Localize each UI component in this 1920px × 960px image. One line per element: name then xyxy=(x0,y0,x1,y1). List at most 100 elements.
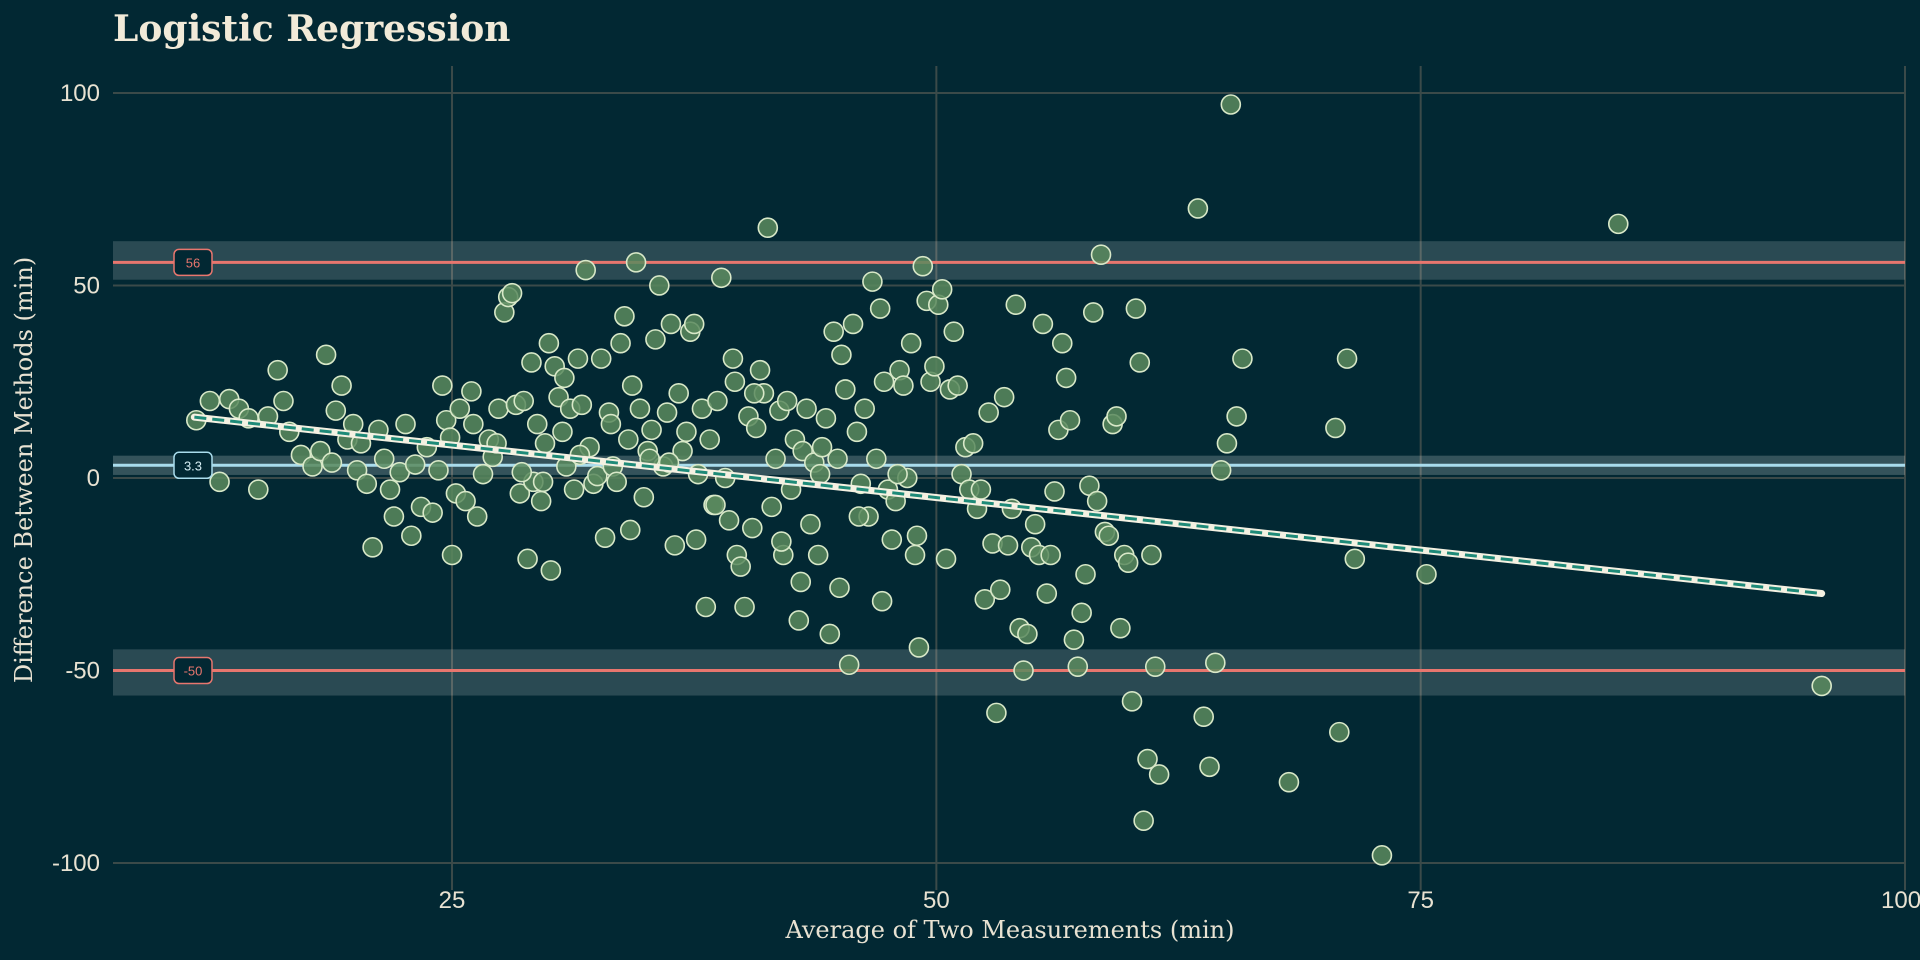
data-point xyxy=(521,352,542,373)
data-point xyxy=(567,348,589,369)
data-point xyxy=(538,332,560,354)
y-tick-label: -100 xyxy=(52,850,100,877)
data-point xyxy=(610,332,631,354)
upper-limit-badge-box xyxy=(173,248,213,277)
data-point xyxy=(1336,348,1358,369)
mean-bias-badge-box xyxy=(173,451,213,480)
trend-line-group xyxy=(190,413,1826,598)
data-point xyxy=(614,305,635,327)
data-point xyxy=(1216,433,1238,454)
data-point xyxy=(1344,548,1366,570)
data-point xyxy=(526,413,548,435)
data-point xyxy=(633,486,655,508)
data-point xyxy=(788,610,810,631)
data-point xyxy=(724,371,746,393)
data-point xyxy=(401,525,422,547)
data-point xyxy=(1193,706,1214,728)
data-point xyxy=(705,494,726,516)
data-point xyxy=(1075,563,1096,585)
data-point xyxy=(711,267,732,289)
data-point xyxy=(831,344,852,366)
data-point xyxy=(761,496,782,518)
data-point xyxy=(742,517,763,539)
data-point xyxy=(873,371,895,393)
data-point xyxy=(974,588,996,610)
data-point xyxy=(1148,764,1170,785)
data-point xyxy=(1059,409,1081,431)
data-point xyxy=(660,313,682,335)
y-tick-label: 0 xyxy=(87,465,100,492)
data-point xyxy=(834,379,856,400)
trend-line xyxy=(194,415,1822,596)
lower-limit-badge-box xyxy=(173,656,213,685)
lower-limit-badge-label: -50 xyxy=(184,664,203,679)
data-point xyxy=(743,382,765,404)
data-point xyxy=(645,329,666,350)
data-point xyxy=(924,356,945,377)
data-point xyxy=(862,271,883,292)
data-point xyxy=(273,390,294,412)
data-point xyxy=(776,390,798,412)
data-point xyxy=(676,421,697,443)
data-point xyxy=(800,513,821,535)
data-point xyxy=(848,506,870,527)
data-point xyxy=(1051,332,1073,354)
data-point xyxy=(587,465,608,487)
data-point xyxy=(1125,298,1147,319)
data-point xyxy=(695,596,717,618)
data-point xyxy=(1013,660,1034,681)
data-point xyxy=(590,348,612,369)
data-point xyxy=(815,408,837,429)
data-point xyxy=(1067,656,1089,677)
data-point xyxy=(563,479,585,500)
data-point xyxy=(463,413,484,435)
data-point xyxy=(1032,313,1054,335)
data-point xyxy=(935,548,957,570)
data-point xyxy=(823,321,844,342)
data-point xyxy=(1098,525,1120,547)
y-tick-label: 50 xyxy=(73,272,100,299)
x-tick-label: 50 xyxy=(923,887,950,914)
data-point xyxy=(1036,583,1058,604)
data-point xyxy=(1110,617,1131,639)
data-point xyxy=(978,402,999,423)
data-point xyxy=(656,402,678,423)
x-axis-ticks: 25 50 75 100 xyxy=(439,887,1920,914)
data-point xyxy=(989,579,1011,600)
data-point xyxy=(842,313,864,335)
data-point xyxy=(664,535,686,556)
data-point xyxy=(838,654,860,676)
data-point xyxy=(947,375,968,396)
data-point xyxy=(906,525,928,547)
data-point xyxy=(461,381,482,402)
data-point xyxy=(321,452,343,473)
data-point xyxy=(594,527,616,548)
data-point xyxy=(600,413,622,435)
data-point xyxy=(734,596,755,618)
data-point xyxy=(621,375,643,396)
data-point xyxy=(986,702,1007,724)
data-point xyxy=(1024,513,1046,535)
data-point xyxy=(1106,406,1127,427)
data-point xyxy=(625,252,647,273)
data-point xyxy=(819,623,841,645)
data-point xyxy=(379,479,401,500)
data-point xyxy=(466,506,488,527)
data-point xyxy=(811,436,833,458)
data-point xyxy=(865,448,887,470)
data-point xyxy=(404,454,426,475)
data-point xyxy=(472,463,494,485)
data-point xyxy=(827,448,848,470)
upper-limit-badge-label: 56 xyxy=(186,255,200,270)
data-point xyxy=(970,479,992,500)
data-point xyxy=(1226,406,1247,427)
data-point xyxy=(722,348,744,369)
y-axis-title: Difference Between Methods (min) xyxy=(10,257,38,683)
data-point xyxy=(893,375,914,396)
data-point xyxy=(247,479,269,500)
data-point xyxy=(530,490,552,512)
data-point xyxy=(1137,748,1158,770)
data-point xyxy=(428,459,449,481)
data-point xyxy=(641,419,662,441)
